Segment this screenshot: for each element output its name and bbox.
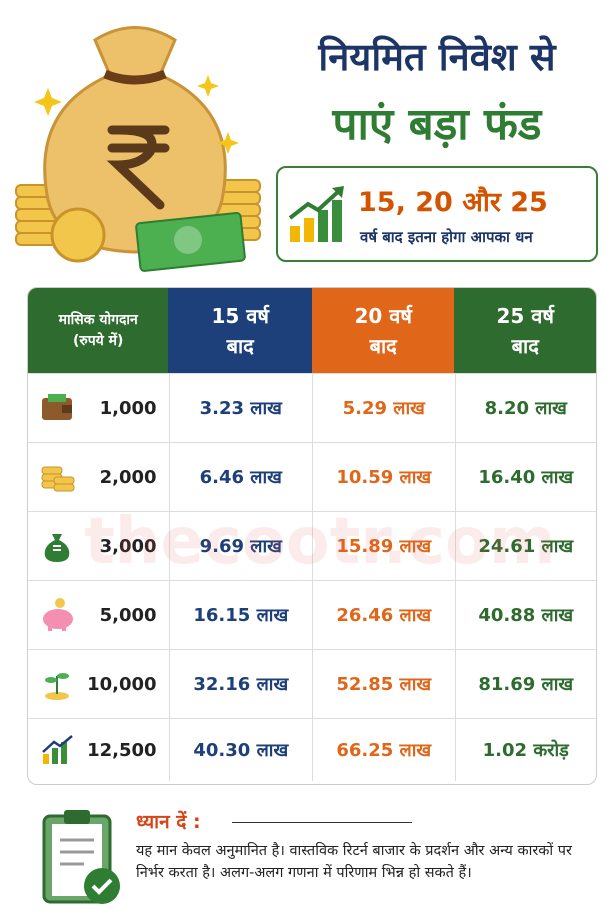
header-cell: 15 वर्ष बाद	[168, 288, 312, 373]
returns-table: मासिक योगदान (रुपये में) 15 वर्ष बाद 20 वर…	[27, 287, 597, 785]
header-row: मासिक योगदान (रुपये में) 15 वर्ष बाद 20 वर…	[28, 288, 596, 373]
table-cell: 15.89 लाख	[312, 512, 454, 580]
badge	[276, 166, 598, 262]
amount: 2,000	[99, 466, 157, 488]
table-cell: 24.61 लाख	[454, 512, 596, 580]
amount: 1,000	[99, 397, 157, 419]
amount: 10,000	[87, 673, 157, 695]
table-cell: 40.88 लाख	[454, 581, 596, 649]
table-row: 12,500 40.30 लाख 66.25 लाख 1.02 करोड़	[28, 718, 596, 781]
row-icon	[44, 534, 70, 562]
table-cell: 5,000	[28, 581, 169, 649]
table-cell: 3,000	[28, 512, 169, 580]
table-cell: 1.02 करोड़	[454, 719, 596, 781]
table-cell: 6.46 लाख	[168, 443, 312, 511]
table-cell: 81.69 लाख	[454, 650, 596, 718]
table-cell: 16.40 लाख	[454, 443, 596, 511]
table-cell: 5.29 लाख	[312, 374, 454, 442]
table-cell: 10.59 लाख	[312, 443, 454, 511]
row-icon	[43, 598, 73, 631]
row-icon	[42, 394, 72, 420]
table-cell: 3.23 लाख	[168, 374, 312, 442]
amount: 5,000	[99, 604, 157, 626]
table-cell: 66.25 लाख	[312, 719, 454, 781]
note-rule	[232, 822, 412, 823]
title-line1: नियमित निवेश से	[318, 35, 556, 79]
row-icon	[45, 673, 69, 700]
header-cell: 20 वर्ष बाद	[311, 288, 455, 373]
table-row: 5,000 16.15 लाख 26.46 लाख 40.88 लाख	[28, 580, 596, 649]
table-cell: 2,000	[28, 443, 169, 511]
table-row: 1,000 3.23 लाख 5.29 लाख 8.20 लाख	[28, 373, 596, 442]
table-cell: 52.85 लाख	[312, 650, 454, 718]
table-cell: 10,000	[28, 650, 169, 718]
row-icon	[42, 735, 73, 764]
note-text: यह मान केवल अनुमानित है। वास्तविक रिटर्न…	[136, 843, 572, 881]
table-cell: 8.20 लाख	[454, 374, 596, 442]
table-row: 3,000 9.69 लाख 15.89 लाख 24.61 लाख	[28, 511, 596, 580]
table-cell: 40.30 लाख	[168, 719, 312, 781]
growth-icon	[288, 186, 344, 242]
note-title: ध्यान दें :	[136, 811, 201, 833]
table-cell: 26.46 लाख	[312, 581, 454, 649]
amount: 12,500	[87, 739, 157, 761]
table-cell: 32.16 लाख	[168, 650, 312, 718]
row-icon	[41, 466, 75, 492]
table-cell: 9.69 लाख	[168, 512, 312, 580]
title-line2: पाएं बड़ा फंड	[332, 99, 542, 150]
table-row: 10,000 32.16 लाख 52.85 लाख 81.69 लाख	[28, 649, 596, 718]
table-cell: 12,500	[28, 719, 169, 781]
header-cell: मासिक योगदान (रुपये में)	[28, 288, 169, 373]
table-cell: 1,000	[28, 374, 169, 442]
amount: 3,000	[99, 535, 157, 557]
table-row: 2,000 6.46 लाख 10.59 लाख 16.40 लाख	[28, 442, 596, 511]
money-bag-illustration	[15, 26, 261, 272]
header-cell: 25 वर्ष बाद	[454, 288, 596, 373]
table-cell: 16.15 लाख	[168, 581, 312, 649]
badge-years: 15, 20 और 25	[358, 187, 548, 218]
clipboard-icon	[42, 810, 120, 904]
badge-subtitle: वर्ष बाद इतना होगा आपका धन	[360, 228, 533, 246]
